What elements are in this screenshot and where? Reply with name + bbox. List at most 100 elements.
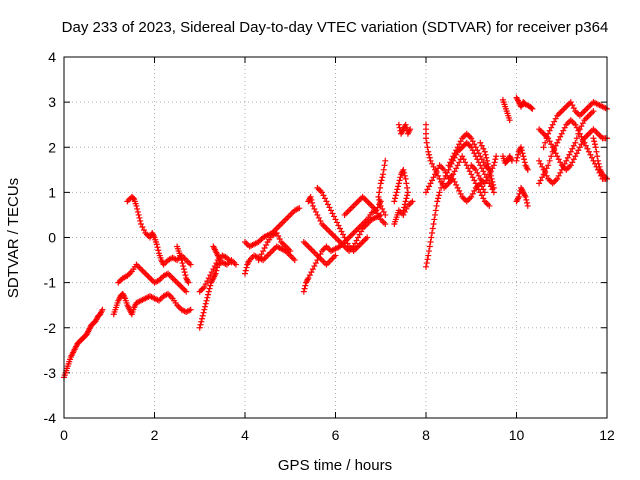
- data-point: [206, 285, 213, 292]
- x-tick-label: 12: [599, 427, 615, 443]
- data-point: [358, 228, 365, 235]
- data-point: [482, 151, 489, 158]
- data-point: [179, 260, 186, 267]
- data-point: [341, 234, 348, 241]
- data-point: [187, 261, 194, 268]
- data-point: [552, 115, 559, 122]
- data-point: [335, 222, 342, 229]
- data-point: [453, 181, 460, 188]
- data-point: [374, 210, 381, 217]
- data-point: [543, 172, 550, 179]
- data-point: [133, 202, 140, 209]
- data-point: [490, 181, 497, 188]
- y-axis-label: SDTVAR / TECUs: [5, 178, 22, 298]
- data-point: [480, 159, 487, 166]
- data-point: [312, 260, 319, 267]
- data-point: [364, 234, 371, 241]
- x-tick-label: 8: [422, 427, 430, 443]
- data-point: [426, 248, 433, 255]
- data-point: [578, 141, 585, 148]
- data-point: [456, 141, 463, 148]
- data-point: [542, 139, 549, 146]
- data-point: [376, 196, 383, 203]
- data-point: [425, 148, 432, 155]
- data-point: [243, 264, 250, 271]
- data-point: [394, 186, 401, 193]
- data-point: [537, 160, 544, 167]
- data-point: [582, 142, 589, 149]
- x-tick-label: 4: [241, 427, 249, 443]
- data-point: [546, 138, 553, 145]
- data-point: [523, 196, 530, 203]
- data-point: [513, 157, 520, 164]
- data-point: [208, 269, 215, 276]
- y-tick-label: -4: [44, 410, 57, 426]
- data-point: [309, 202, 316, 209]
- data-point: [130, 195, 137, 202]
- data-point: [572, 121, 579, 128]
- data-point: [435, 172, 442, 179]
- data-point: [454, 162, 461, 169]
- data-point: [185, 279, 192, 286]
- data-point: [579, 136, 586, 143]
- data-point: [536, 180, 543, 187]
- data-point: [180, 263, 187, 270]
- data-point: [380, 166, 387, 173]
- data-point: [308, 196, 315, 203]
- data-point: [197, 321, 204, 328]
- data-point: [546, 157, 553, 164]
- data-point: [395, 180, 402, 187]
- data-point: [258, 251, 265, 258]
- data-point: [379, 205, 386, 212]
- data-point: [202, 303, 209, 310]
- data-point: [564, 154, 571, 161]
- data-point: [428, 234, 435, 241]
- data-point: [447, 159, 454, 166]
- plot-frame: [63, 56, 608, 419]
- data-point: [403, 124, 410, 131]
- data-point: [432, 207, 439, 214]
- data-point: [539, 163, 546, 170]
- data-point: [569, 102, 576, 109]
- data-point: [395, 121, 402, 128]
- data-point: [379, 174, 386, 181]
- data-point: [459, 153, 466, 160]
- data-point: [321, 195, 328, 202]
- data-point: [376, 199, 383, 206]
- data-point: [395, 183, 402, 190]
- data-point: [450, 171, 457, 178]
- data-point: [438, 184, 445, 191]
- data-point: [462, 159, 469, 166]
- data-point: [477, 189, 484, 196]
- data-point: [344, 240, 351, 247]
- data-point: [506, 117, 513, 124]
- data-point: [178, 257, 185, 264]
- data-point: [353, 237, 360, 244]
- data-point: [478, 165, 485, 172]
- data-point: [545, 130, 552, 137]
- data-point: [493, 153, 500, 160]
- data-point: [187, 306, 194, 313]
- data-point: [578, 123, 585, 130]
- data-point: [558, 130, 565, 137]
- data-point: [201, 306, 208, 313]
- data-point: [570, 105, 577, 112]
- data-point: [332, 252, 339, 259]
- data-point: [429, 229, 436, 236]
- data-point: [542, 169, 549, 176]
- data-point: [429, 160, 436, 167]
- data-point: [402, 175, 409, 182]
- data-point: [529, 105, 536, 112]
- data-point: [308, 269, 315, 276]
- data-point: [537, 177, 544, 184]
- data-point: [573, 150, 580, 157]
- data-point: [430, 220, 437, 227]
- data-point: [423, 260, 430, 267]
- data-point: [435, 192, 442, 199]
- data-point: [213, 260, 220, 267]
- data-point: [540, 166, 547, 173]
- data-point: [576, 144, 583, 151]
- data-point: [432, 211, 439, 218]
- data-point: [404, 192, 411, 199]
- data-point: [519, 150, 526, 157]
